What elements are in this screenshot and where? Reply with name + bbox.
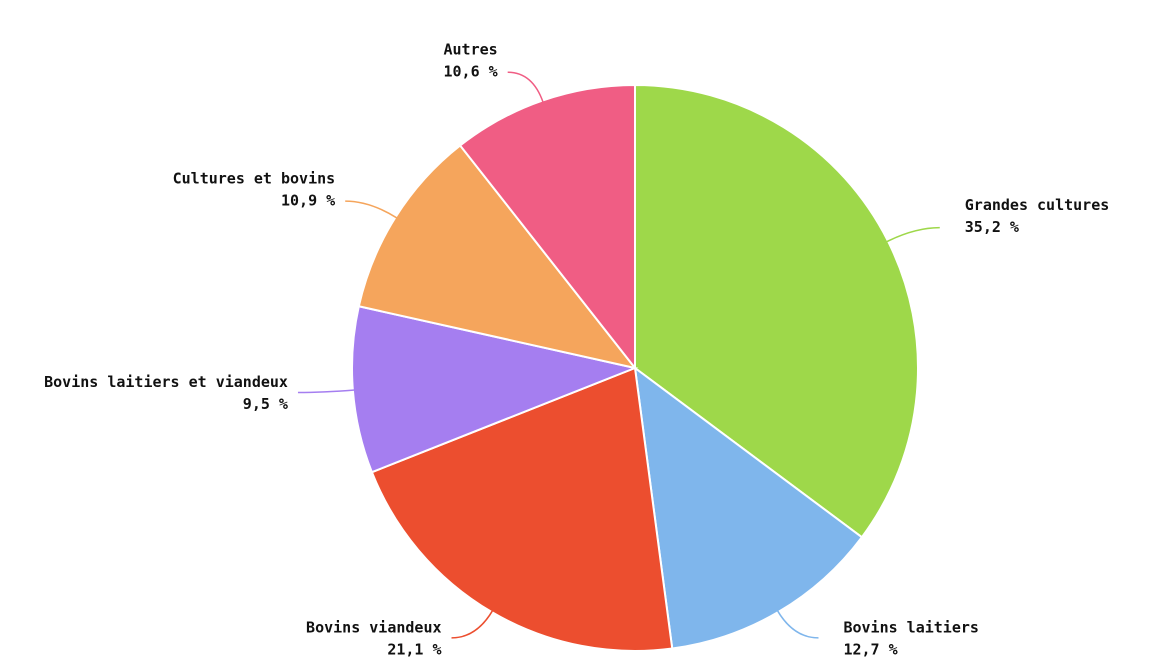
slice-label: Bovins laitiers et viandeux: [44, 373, 288, 391]
slice-value: 35,2 %: [965, 218, 1019, 236]
leader-line: [345, 200, 398, 219]
slice-value: 12,7 %: [843, 640, 897, 658]
slice-value: 10,6 %: [443, 63, 497, 81]
slice-label: Grandes cultures: [965, 196, 1110, 214]
leader-line: [451, 609, 494, 639]
slice-label: Bovins laitiers: [843, 618, 978, 636]
slice-value: 21,1 %: [387, 640, 441, 658]
leader-line: [776, 609, 819, 639]
leader-line: [297, 389, 355, 394]
leader-line: [507, 71, 544, 103]
leader-line: [885, 226, 940, 243]
slice-value: 10,9 %: [281, 192, 335, 210]
slice-value: 9,5 %: [243, 395, 288, 413]
slice-label: Bovins viandeux: [306, 618, 441, 636]
slice-label: Cultures et bovins: [173, 170, 336, 188]
slice-label: Autres: [443, 41, 497, 59]
